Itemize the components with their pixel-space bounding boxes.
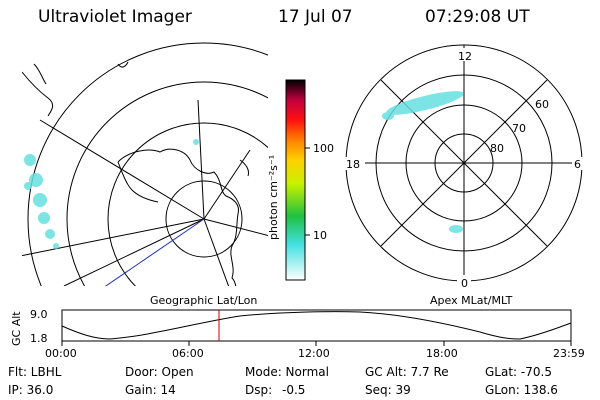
orbit-track <box>104 218 205 286</box>
time-tick-label: 18:00 <box>426 347 458 360</box>
seq-info: Seq: 39 <box>365 383 411 397</box>
color-bar <box>285 79 306 281</box>
time-tick-label: 00:00 <box>45 347 77 360</box>
meridian-line <box>63 218 205 286</box>
altitude-tick-label: 9.0 <box>30 308 48 321</box>
coastline <box>33 63 47 85</box>
instrument-title: Ultraviolet Imager <box>38 7 192 27</box>
lat-circle <box>66 81 268 286</box>
glon-info: GLon: 138.6 <box>485 383 558 397</box>
lat-circle <box>165 180 243 258</box>
ip-info: IP: 36.0 <box>8 383 54 397</box>
aurora-emission <box>24 139 199 249</box>
mlt-label-midnight: 0 <box>461 277 468 290</box>
coastline <box>117 61 129 68</box>
mlt-label-noon: 12 <box>458 50 472 63</box>
time-tick-label: 12:00 <box>298 347 330 360</box>
mlat-label-70: 70 <box>512 122 526 135</box>
altitude-tick-label: 1.8 <box>30 332 48 345</box>
coastline <box>239 159 249 177</box>
geographic-label: Geographic Lat/Lon <box>150 294 257 307</box>
date-label: 17 Jul 07 <box>278 7 353 27</box>
time-label: 07:29:08 UT <box>425 7 530 27</box>
filter-info: Flt: LBHL <box>8 365 62 379</box>
time-tick-label: 23:59 <box>553 347 585 360</box>
mlt-label-dusk: 18 <box>346 158 360 171</box>
lat-circle <box>107 122 268 286</box>
mlat-label-60: 60 <box>535 98 549 111</box>
coastline <box>117 148 239 286</box>
time-tick-label: 06:00 <box>172 347 204 360</box>
apex-label: Apex MLat/MLT <box>430 294 513 307</box>
meridian-line <box>39 119 205 220</box>
mode-info: Mode: Normal <box>245 365 329 379</box>
meridian-line <box>197 99 205 220</box>
coastline <box>117 161 159 203</box>
dsp-label: Dsp: <box>245 383 273 397</box>
dsp-value: -0.5 <box>282 383 306 397</box>
gain-info: Gain: 14 <box>125 383 176 397</box>
lat-circle <box>27 42 268 286</box>
colorbar-tick-label: 100 <box>313 142 334 155</box>
coastline <box>22 71 54 117</box>
meridian-line <box>22 218 205 257</box>
colorbar-unit-label: photon cm⁻²s⁻¹ <box>267 155 280 240</box>
gc-alt-info: GC Alt: 7.7 Re <box>365 365 449 379</box>
door-info: Door: Open <box>125 365 194 379</box>
mlt-line <box>380 79 548 247</box>
altitude-axis-label: GC Alt <box>10 311 23 346</box>
glat-info: GLat: -70.5 <box>485 365 552 379</box>
mlt-label-dawn: 6 <box>574 158 581 171</box>
altitude-curve <box>61 311 572 340</box>
mlat-label-80: 80 <box>490 142 504 155</box>
colorbar-tick-label: 10 <box>313 229 327 242</box>
aurora-oval <box>382 91 464 233</box>
meridian-line <box>203 218 230 286</box>
